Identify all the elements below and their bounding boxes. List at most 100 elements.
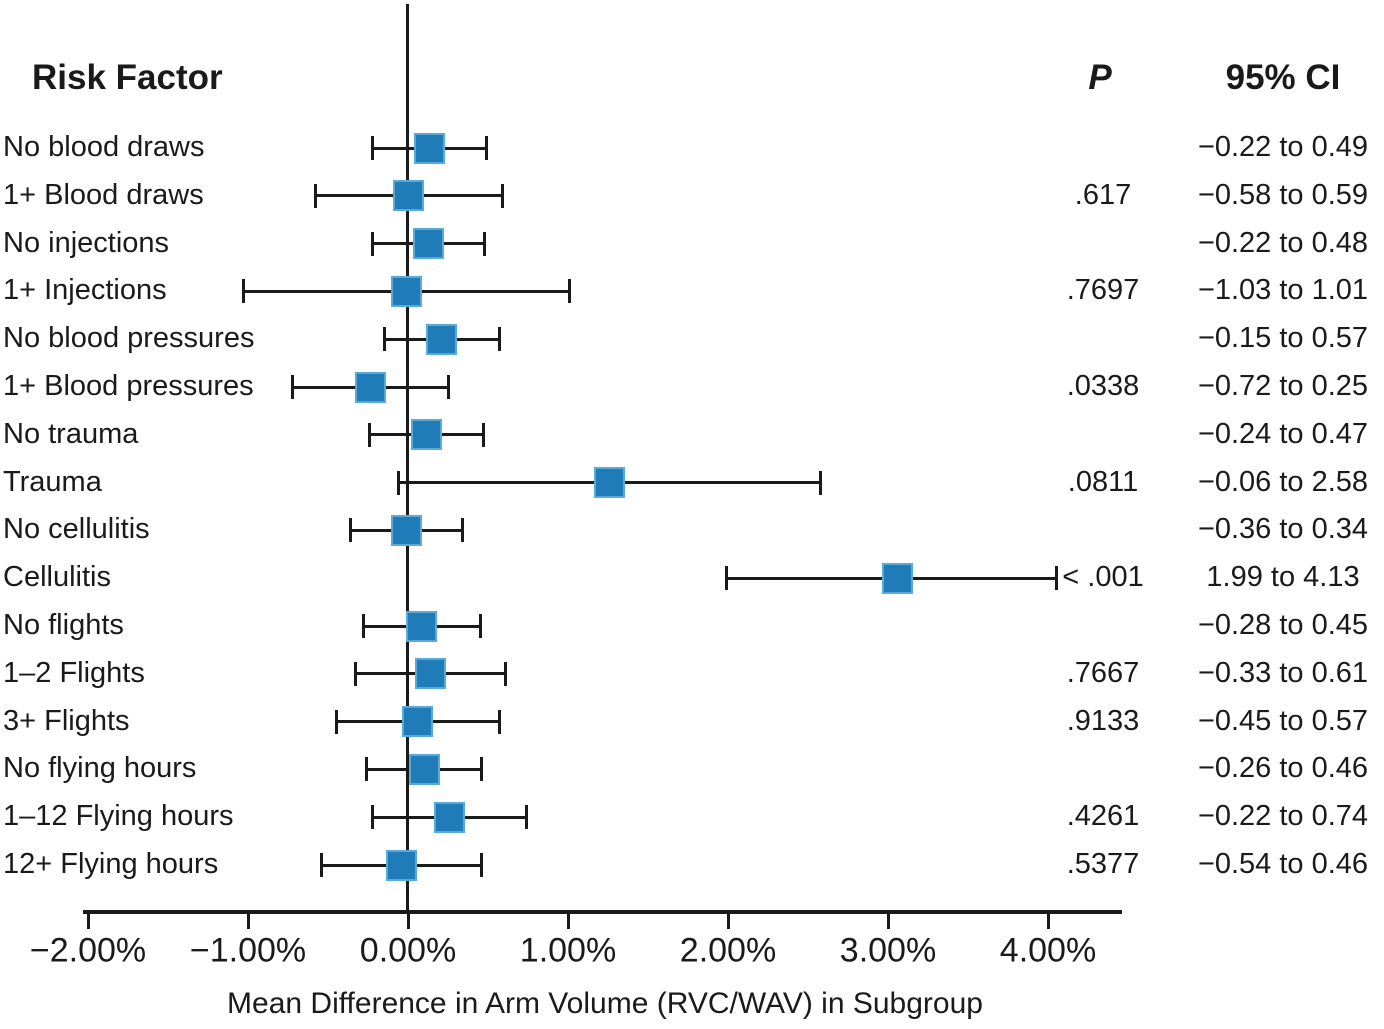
- x-axis-tick-mark: [886, 912, 890, 929]
- x-axis-tick-label: 3.00%: [839, 931, 937, 970]
- risk-factor-label: No blood pressures: [3, 322, 255, 355]
- p-value: .5377: [1066, 847, 1140, 880]
- ci-cap-high: [497, 709, 501, 734]
- mean-marker-square: [402, 706, 434, 738]
- ci-text: 1.99 to 4.13: [1206, 561, 1360, 594]
- ci-cap-low: [313, 183, 317, 208]
- risk-factor-label: No flights: [3, 608, 124, 641]
- risk-factor-label: No cellulitis: [3, 513, 150, 546]
- risk-factor-label: 1–2 Flights: [3, 656, 145, 689]
- ci-text: −0.54 to 0.46: [1197, 847, 1369, 880]
- ci-cap-high: [819, 470, 823, 495]
- risk-factor-label: 1–12 Flying hours: [3, 800, 234, 833]
- p-header: P: [1088, 58, 1112, 97]
- ci-cap-low: [364, 757, 368, 782]
- x-axis-tick-label: 0.00%: [359, 931, 457, 970]
- p-value: .617: [1074, 178, 1132, 211]
- risk-factor-label: 3+ Flights: [3, 704, 130, 737]
- ci-cap-high: [524, 805, 528, 830]
- ci-cap-low: [371, 231, 375, 256]
- x-axis-tick-mark: [86, 912, 90, 929]
- ci-cap-high: [1054, 566, 1058, 591]
- p-value: .7697: [1066, 274, 1140, 307]
- ci-cap-high: [504, 661, 508, 686]
- ci-cap-low: [334, 709, 338, 734]
- risk-factor-label: No blood draws: [3, 130, 205, 163]
- ci-cap-low: [320, 853, 324, 877]
- p-value: .7667: [1066, 656, 1140, 689]
- x-axis-tick-label: −2.00%: [29, 931, 147, 970]
- ci-cap-low: [241, 279, 245, 304]
- mean-marker-square: [393, 180, 425, 212]
- x-axis-tick-mark: [406, 912, 410, 929]
- p-value: .0338: [1066, 369, 1140, 402]
- ci-text: −0.22 to 0.49: [1197, 130, 1369, 163]
- mean-marker-square: [434, 801, 466, 833]
- ci-text: −0.45 to 0.57: [1197, 704, 1369, 737]
- mean-marker-square: [390, 514, 422, 546]
- ci-text: −0.22 to 0.74: [1197, 800, 1369, 833]
- ci-cap-high: [483, 231, 487, 256]
- ci-cap-low: [382, 327, 386, 352]
- ci-cap-high: [480, 853, 484, 877]
- mean-marker-square: [426, 323, 458, 355]
- ci-text: −0.15 to 0.57: [1197, 322, 1369, 355]
- risk-factor-label: No injections: [3, 226, 170, 259]
- risk-factor-label: No flying hours: [3, 752, 197, 785]
- ci-text: −0.36 to 0.34: [1197, 513, 1369, 546]
- mean-marker-square: [594, 467, 626, 499]
- ci-cap-low: [291, 375, 295, 399]
- x-axis-tick-label: −1.00%: [189, 931, 307, 970]
- mean-marker-square: [414, 658, 446, 690]
- p-value: .9133: [1066, 704, 1140, 737]
- x-axis-tick-mark: [566, 912, 570, 929]
- risk-factor-label: 1+ Injections: [3, 274, 167, 307]
- ci-cap-high: [568, 279, 572, 304]
- ci-cap-high: [478, 614, 482, 638]
- ci-text: −0.72 to 0.25: [1197, 369, 1369, 402]
- ci-cap-low: [353, 661, 357, 686]
- x-axis-title: Mean Difference in Arm Volume (RVC/WAV) …: [227, 987, 983, 1020]
- ci-cap-low: [368, 422, 372, 447]
- ci-text: −0.28 to 0.45: [1197, 608, 1369, 641]
- risk-factor-label: No trauma: [3, 417, 139, 450]
- ci-cap-low: [371, 805, 375, 830]
- ci-cap-low: [396, 470, 400, 495]
- risk-factor-label: 1+ Blood draws: [3, 178, 204, 211]
- ci-cap-high: [497, 327, 501, 352]
- mean-marker-square: [354, 371, 386, 403]
- ci-cap-high: [480, 757, 484, 782]
- mean-marker-square: [406, 610, 438, 642]
- ci-cap-low: [371, 136, 375, 160]
- mean-marker-square: [386, 849, 418, 881]
- ci-cap-low: [348, 518, 352, 543]
- x-axis-tick-mark: [246, 912, 250, 929]
- ci-cap-high: [500, 183, 504, 208]
- risk-factor-header: Risk Factor: [32, 58, 223, 97]
- ci-text: −0.26 to 0.46: [1197, 752, 1369, 785]
- ci-text: −0.22 to 0.48: [1197, 226, 1369, 259]
- ci-text: −0.33 to 0.61: [1197, 656, 1369, 689]
- ci-cap-low: [724, 566, 728, 591]
- mean-marker-square: [882, 562, 914, 594]
- ci-text: −0.24 to 0.47: [1197, 417, 1369, 450]
- ci-cap-high: [446, 375, 450, 399]
- mean-marker-square: [408, 753, 440, 785]
- risk-factor-label: Cellulitis: [3, 561, 111, 594]
- risk-factor-label: Trauma: [3, 465, 102, 498]
- p-value: .0811: [1067, 465, 1139, 498]
- ci-text: −0.58 to 0.59: [1197, 178, 1369, 211]
- x-axis-tick-label: 4.00%: [999, 931, 1097, 970]
- x-axis-tick-label: 1.00%: [519, 931, 617, 970]
- ci-cap-high: [460, 518, 464, 543]
- ci-cap-high: [481, 422, 485, 447]
- ci-header: 95% CI: [1225, 58, 1341, 97]
- mean-marker-square: [413, 228, 445, 260]
- x-axis-tick-label: 2.00%: [679, 931, 777, 970]
- x-axis-tick-mark: [726, 912, 730, 929]
- x-axis-tick-mark: [1046, 912, 1050, 929]
- ci-cap-high: [484, 136, 488, 160]
